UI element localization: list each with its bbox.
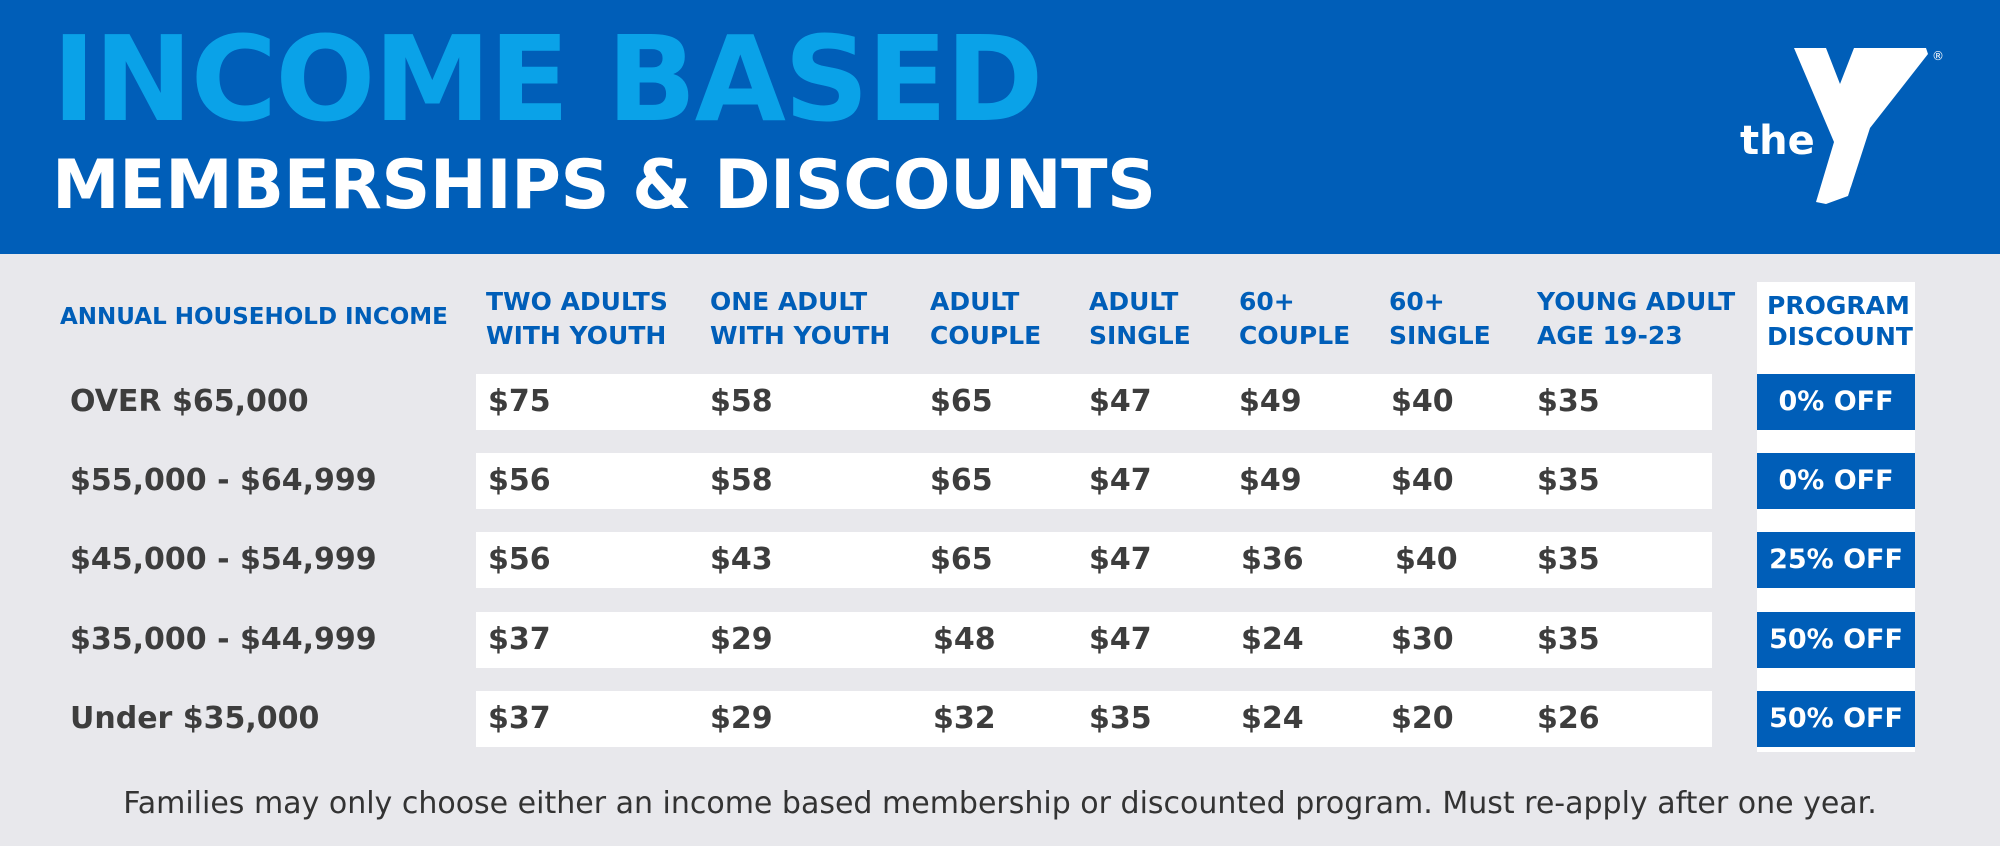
column-header-adult-single: ADULT SINGLE bbox=[1089, 285, 1191, 353]
column-header-line1: YOUNG ADULT bbox=[1537, 287, 1736, 316]
price-cell: $29 bbox=[710, 701, 773, 736]
column-header-line2: WITH YOUTH bbox=[486, 321, 667, 350]
column-header-line2: SINGLE bbox=[1389, 321, 1491, 350]
program-header-line1: PROGRAM bbox=[1767, 291, 1910, 320]
price-cell: $47 bbox=[1089, 463, 1152, 498]
price-cell: $35 bbox=[1537, 622, 1600, 657]
table-row-bg bbox=[476, 612, 1712, 668]
price-cell: $24 bbox=[1241, 622, 1304, 657]
income-bracket: $45,000 - $54,999 bbox=[70, 542, 377, 577]
price-cell: $47 bbox=[1089, 384, 1152, 419]
table-row-bg bbox=[476, 374, 1712, 430]
program-discount-header: PROGRAM DISCOUNT bbox=[1767, 290, 1913, 352]
price-cell: $29 bbox=[710, 622, 773, 657]
price-cell: $26 bbox=[1537, 701, 1600, 736]
price-cell: $35 bbox=[1537, 542, 1600, 577]
price-cell: $40 bbox=[1391, 384, 1454, 419]
header-banner: INCOME BASED MEMBERSHIPS & DISCOUNTS the… bbox=[0, 0, 2000, 254]
column-header-line2: SINGLE bbox=[1089, 321, 1191, 350]
column-header-line1: ADULT bbox=[1089, 287, 1179, 316]
column-header-adult-couple: ADULT COUPLE bbox=[930, 285, 1041, 353]
column-header-line1: 60+ bbox=[1389, 287, 1445, 316]
price-cell: $58 bbox=[710, 463, 773, 498]
footer-note: Families may only choose either an incom… bbox=[123, 786, 1877, 821]
price-cell: $24 bbox=[1241, 701, 1304, 736]
price-cell: $40 bbox=[1391, 463, 1454, 498]
discount-badge: 50% OFF bbox=[1757, 612, 1915, 668]
discount-badge: 0% OFF bbox=[1757, 453, 1915, 509]
price-cell: $47 bbox=[1089, 622, 1152, 657]
income-bracket: OVER $65,000 bbox=[70, 384, 309, 419]
income-bracket: $55,000 - $64,999 bbox=[70, 463, 377, 498]
column-header-60-couple: 60+ COUPLE bbox=[1239, 285, 1350, 353]
price-cell: $30 bbox=[1391, 622, 1454, 657]
program-header-line2: DISCOUNT bbox=[1767, 322, 1913, 351]
y-shape bbox=[1794, 48, 1928, 204]
price-cell: $65 bbox=[930, 463, 993, 498]
discount-badge: 25% OFF bbox=[1757, 532, 1915, 588]
price-cell: $56 bbox=[488, 542, 551, 577]
column-header-line1: ONE ADULT bbox=[710, 287, 868, 316]
price-cell: $43 bbox=[710, 542, 773, 577]
discount-badge: 50% OFF bbox=[1757, 691, 1915, 747]
column-header-line2: WITH YOUTH bbox=[710, 321, 891, 350]
price-cell: $58 bbox=[710, 384, 773, 419]
page-subtitle: MEMBERSHIPS & DISCOUNTS bbox=[52, 146, 1156, 225]
column-header-line1: TWO ADULTS bbox=[486, 287, 668, 316]
column-header-60-single: 60+ SINGLE bbox=[1389, 285, 1491, 353]
price-cell: $56 bbox=[488, 463, 551, 498]
logo-registered-mark: ® bbox=[1932, 49, 1944, 63]
column-header-line1: 60+ bbox=[1239, 287, 1295, 316]
discount-badge: 0% OFF bbox=[1757, 374, 1915, 430]
column-header-line2: COUPLE bbox=[930, 321, 1042, 350]
table-row-bg bbox=[476, 453, 1712, 509]
price-cell: $35 bbox=[1537, 384, 1600, 419]
column-header-line2: COUPLE bbox=[1239, 321, 1351, 350]
price-cell: $47 bbox=[1089, 542, 1152, 577]
logo-the-text: the bbox=[1740, 118, 1815, 164]
table-row-bg bbox=[476, 532, 1712, 588]
ymca-y-logo: the ® YMCA bbox=[1740, 48, 1944, 204]
price-cell: $32 bbox=[933, 701, 996, 736]
column-header-two-adults-youth: TWO ADULTS WITH YOUTH bbox=[486, 285, 668, 353]
page-title: INCOME BASED bbox=[52, 10, 1043, 148]
price-cell: $20 bbox=[1391, 701, 1454, 736]
price-cell: $65 bbox=[930, 542, 993, 577]
program-discount-column-bg bbox=[1757, 282, 1915, 752]
table-row-bg bbox=[476, 691, 1712, 747]
income-bracket: Under $35,000 bbox=[70, 701, 320, 736]
column-header-line1: ADULT bbox=[930, 287, 1020, 316]
column-header-line2: AGE 19-23 bbox=[1537, 321, 1683, 350]
price-cell: $37 bbox=[488, 622, 551, 657]
price-cell: $49 bbox=[1239, 463, 1302, 498]
column-header-young-adult: YOUNG ADULT AGE 19-23 bbox=[1537, 285, 1735, 353]
column-header-one-adult-youth: ONE ADULT WITH YOUTH bbox=[710, 285, 890, 353]
price-cell: $49 bbox=[1239, 384, 1302, 419]
price-cell: $40 bbox=[1395, 542, 1458, 577]
price-cell: $75 bbox=[488, 384, 551, 419]
price-cell: $35 bbox=[1089, 701, 1152, 736]
income-column-header: ANNUAL HOUSEHOLD INCOME bbox=[60, 304, 448, 330]
price-cell: $65 bbox=[930, 384, 993, 419]
price-cell: $48 bbox=[933, 622, 996, 657]
income-bracket: $35,000 - $44,999 bbox=[70, 622, 377, 657]
price-cell: $37 bbox=[488, 701, 551, 736]
price-cell: $36 bbox=[1241, 542, 1304, 577]
price-cell: $35 bbox=[1537, 463, 1600, 498]
